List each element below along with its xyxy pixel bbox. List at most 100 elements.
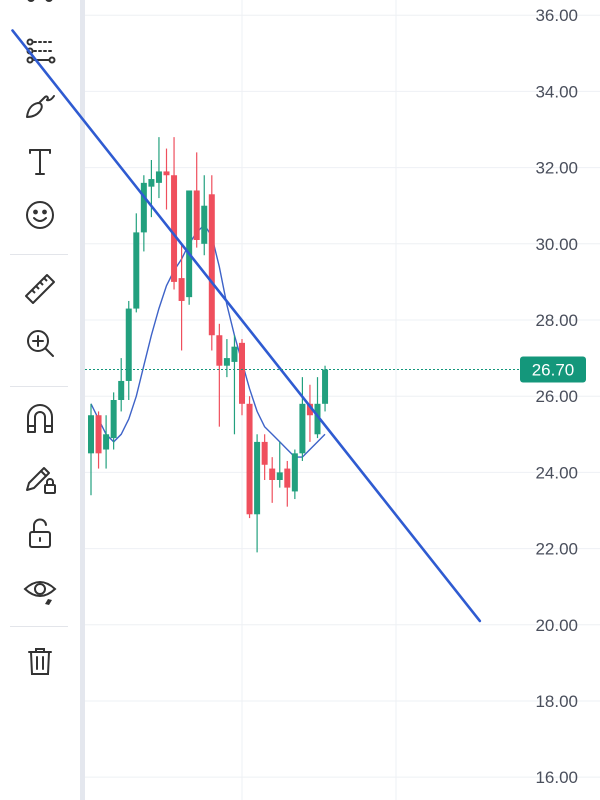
y-tick-label: 30.00 — [535, 235, 578, 254]
hide-drawings-icon — [21, 570, 59, 613]
lock-drawing-tool[interactable] — [12, 458, 68, 504]
y-tick-label: 20.00 — [535, 616, 578, 635]
candle — [95, 411, 102, 469]
candle — [223, 339, 230, 378]
pattern-tool[interactable] — [12, 0, 68, 28]
candle-body — [178, 278, 185, 301]
candle — [276, 441, 283, 488]
unlock-icon — [21, 514, 59, 557]
candle — [216, 323, 223, 427]
candle-body — [254, 441, 261, 515]
candle — [246, 396, 253, 519]
emoji-icon — [21, 196, 59, 239]
candle — [193, 152, 200, 248]
candle-body — [239, 342, 245, 404]
grid — [85, 0, 600, 800]
candle-body — [118, 380, 125, 400]
candle — [269, 457, 276, 503]
candle-body — [125, 308, 132, 381]
candle-body — [284, 468, 291, 488]
candle — [171, 137, 178, 290]
y-tick-label: 28.00 — [535, 311, 578, 330]
candle-body — [95, 415, 102, 454]
candle — [239, 339, 245, 416]
candle-body — [231, 346, 238, 362]
candle — [178, 243, 185, 351]
candle-body — [171, 175, 178, 282]
candle-body — [103, 434, 110, 450]
candle — [140, 175, 147, 252]
trendline-layer — [11, 29, 482, 623]
candle-body — [133, 232, 140, 309]
zoom-in-tool[interactable] — [12, 322, 68, 368]
emoji-tool[interactable] — [12, 194, 68, 240]
text-tool[interactable] — [12, 140, 68, 186]
candle-body — [322, 369, 329, 404]
candle — [299, 377, 306, 461]
candle-body — [140, 182, 147, 233]
candle-body — [148, 179, 155, 187]
candle-body — [223, 358, 230, 366]
candle-body — [163, 171, 170, 176]
ruler-icon — [21, 270, 59, 313]
candles — [88, 137, 329, 553]
y-tick-label: 26.00 — [535, 387, 578, 406]
y-tick-label: 32.00 — [535, 159, 578, 178]
candle — [231, 335, 238, 435]
candle — [88, 403, 94, 496]
hide-drawings-tool[interactable] — [12, 568, 68, 614]
trash-tool[interactable] — [12, 640, 68, 686]
last-price-label: 26.70 — [532, 361, 575, 380]
brush-tool[interactable] — [12, 84, 68, 130]
lock-drawing-icon — [21, 460, 59, 503]
candle-body — [246, 403, 253, 515]
candle — [125, 300, 132, 400]
candle — [118, 358, 125, 412]
candle-body — [276, 472, 283, 480]
y-tick-label: 34.00 — [535, 82, 578, 101]
moving-average — [90, 223, 326, 458]
trendline — [11, 29, 482, 623]
trash-icon — [21, 642, 59, 685]
unlock-tool[interactable] — [12, 512, 68, 558]
candle — [306, 384, 313, 442]
candle-body — [291, 453, 298, 492]
zoom-in-icon — [21, 324, 59, 367]
candle-body — [110, 400, 117, 439]
candle-body — [201, 205, 208, 244]
candle — [163, 148, 170, 210]
ruler-tool[interactable] — [12, 268, 68, 314]
y-tick-label: 24.00 — [535, 463, 578, 482]
y-tick-label: 22.00 — [535, 540, 578, 559]
toolbar-divider — [80, 0, 85, 800]
candle — [284, 460, 291, 507]
candle — [254, 434, 261, 553]
candle — [291, 449, 298, 500]
y-tick-label: 36.00 — [535, 6, 578, 25]
brush-icon — [21, 86, 59, 129]
candle-body — [306, 403, 313, 416]
y-axis-ticks: 36.00 34.00 32.00 30.00 28.00 26.00 24.00 22.00… — [535, 6, 578, 787]
text-icon — [21, 142, 59, 185]
toolbar-separator — [10, 386, 68, 387]
candle — [155, 137, 162, 199]
moving-average-line — [90, 223, 326, 458]
magnet-tool[interactable] — [12, 398, 68, 444]
candle-body — [269, 468, 276, 480]
magnet-icon — [21, 400, 59, 443]
candle-body — [314, 403, 321, 435]
candle-body — [88, 415, 94, 454]
pattern-icon — [21, 0, 59, 27]
candle-body — [155, 171, 162, 183]
candle — [110, 392, 117, 450]
price-badge — [520, 356, 586, 383]
candle — [208, 175, 215, 351]
candle — [103, 415, 110, 469]
toolbar-separator — [10, 626, 68, 627]
candle-body — [208, 194, 215, 336]
candle — [186, 190, 193, 305]
candle-body — [193, 190, 200, 240]
candle — [133, 213, 140, 313]
toolbar-separator — [10, 254, 68, 255]
